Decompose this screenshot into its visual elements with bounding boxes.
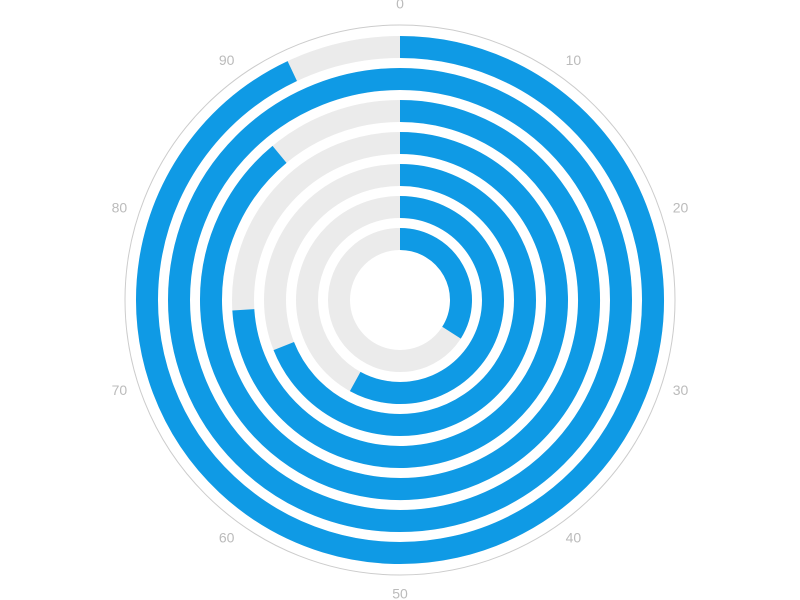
- axis-tick-label: 60: [219, 529, 235, 545]
- axis-tick-label: 20: [673, 200, 689, 216]
- axis-tick-label: 30: [673, 382, 689, 398]
- axis-tick-label: 50: [392, 586, 408, 600]
- axis-tick-label: 90: [219, 52, 235, 68]
- axis-tick-label: 70: [112, 382, 128, 398]
- axis-tick-label: 80: [112, 200, 128, 216]
- radial-bar-chart: 0 10 20 30 40 50 60 70 80 90: [0, 0, 800, 600]
- axis-tick-label: 10: [566, 52, 582, 68]
- ring-bar: [400, 239, 461, 333]
- axis-tick-label: 0: [396, 0, 404, 12]
- ring-bar: [147, 47, 653, 553]
- axis-tick-label: 40: [566, 529, 582, 545]
